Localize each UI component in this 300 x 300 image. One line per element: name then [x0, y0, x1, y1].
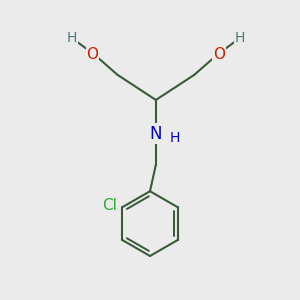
Text: H: H: [170, 131, 180, 145]
Text: N: N: [150, 125, 162, 143]
Text: H: H: [235, 31, 245, 45]
Text: H: H: [67, 31, 77, 45]
Text: Cl: Cl: [102, 198, 117, 213]
Text: O: O: [87, 47, 99, 62]
Text: O: O: [213, 47, 225, 62]
